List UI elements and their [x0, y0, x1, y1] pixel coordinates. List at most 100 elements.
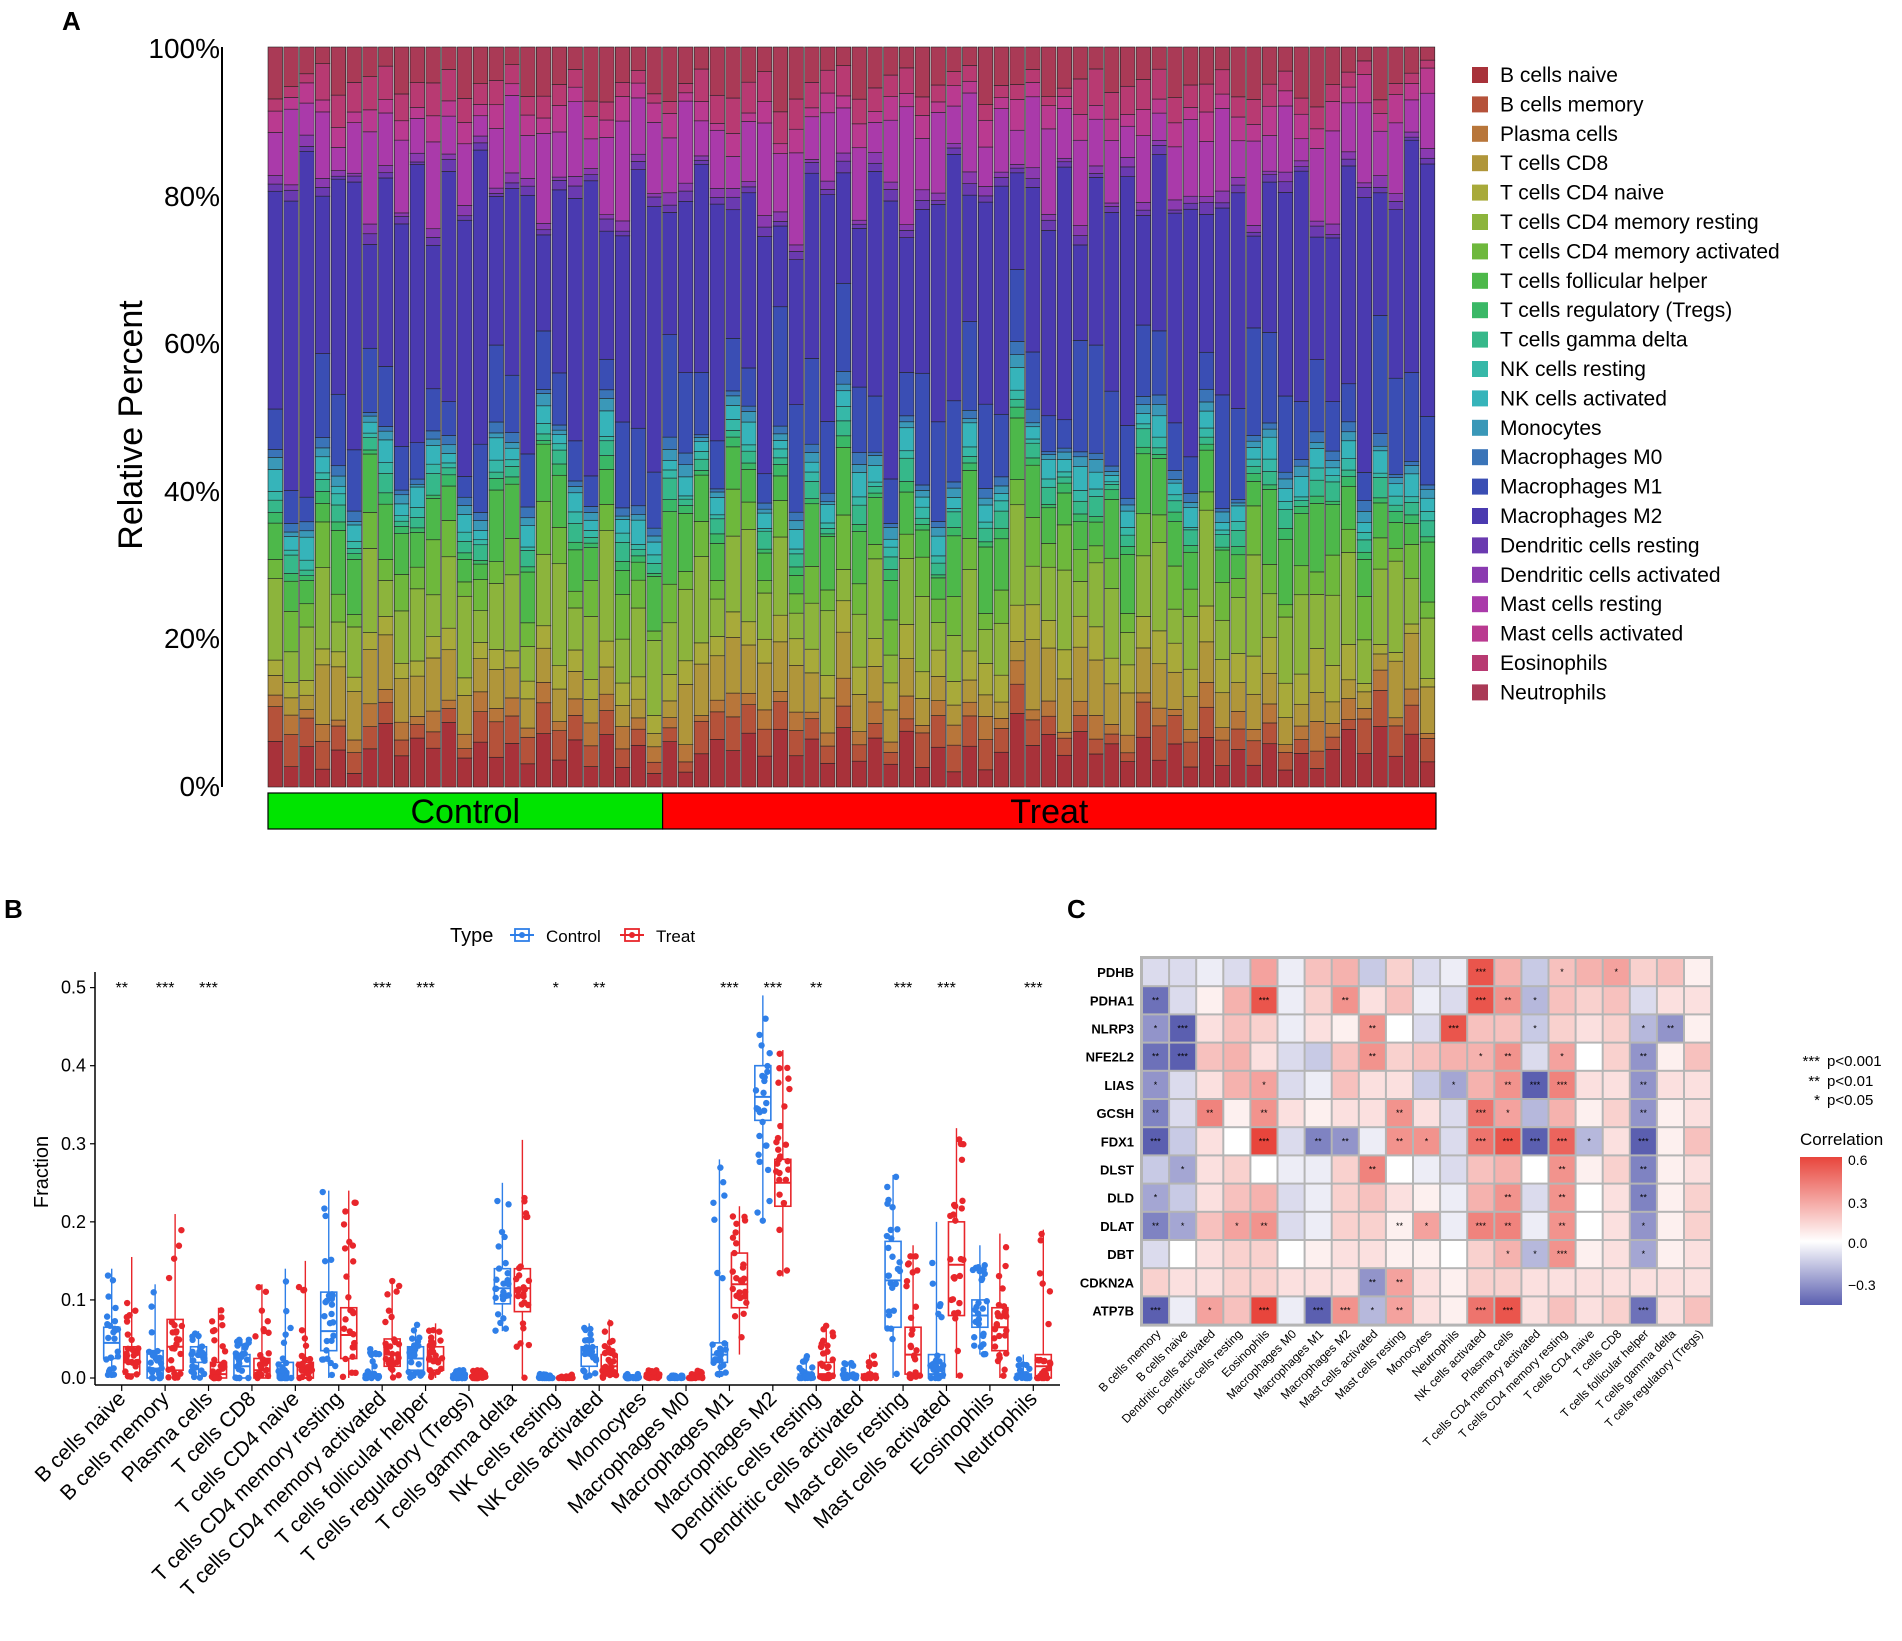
- bar-segment: [346, 175, 362, 183]
- heatmap-cell-fill: [1522, 1015, 1548, 1042]
- bar-segment: [788, 665, 804, 713]
- bar-segment: [741, 192, 757, 369]
- bar-segment: [772, 425, 788, 435]
- stacked-bar: [1135, 46, 1151, 788]
- bar-segment: [788, 730, 804, 757]
- bar-segment: [267, 449, 283, 458]
- heatmap-cell-fill: [1414, 959, 1440, 986]
- bar-segment: [614, 705, 631, 727]
- bar-segment: [1356, 472, 1372, 501]
- heatmap-cell: **: [1630, 1100, 1656, 1127]
- heatmap-star: **: [1396, 1136, 1404, 1146]
- bar-segment: [1419, 416, 1436, 486]
- bar-segment: [267, 499, 283, 513]
- bar-segment: [899, 718, 915, 732]
- data-point: [190, 1357, 197, 1364]
- heatmap-star: ***: [1530, 1080, 1541, 1090]
- bar-segment: [741, 112, 757, 122]
- heatmap-cell: [1603, 1156, 1629, 1183]
- bar-segment: [1341, 440, 1357, 459]
- bar-segment: [1072, 615, 1088, 648]
- bar-segment: [1388, 193, 1404, 202]
- heatmap-cell: [1414, 1015, 1440, 1042]
- stacked-bar: [536, 46, 552, 788]
- bar-segment: [693, 155, 710, 161]
- data-point: [219, 1321, 226, 1329]
- bar-segment: [1072, 521, 1088, 550]
- heatmap-cell: [1332, 1269, 1358, 1296]
- bar-segment: [1120, 632, 1136, 666]
- heatmap-cell-fill: [1657, 1184, 1683, 1211]
- bar-segment: [1183, 202, 1199, 210]
- data-point: [775, 1079, 782, 1086]
- bar-segment: [1246, 764, 1262, 788]
- bar-segment: [457, 733, 473, 749]
- bar-segment: [1041, 504, 1057, 509]
- bar-segment: [1072, 235, 1088, 246]
- row-label: ATP7B: [1092, 1304, 1134, 1319]
- heatmap-star: *: [1642, 1249, 1646, 1259]
- bar-segment: [441, 100, 457, 117]
- heatmap-cell-fill: [1305, 1128, 1331, 1155]
- bar-segment: [867, 111, 883, 123]
- legend-item: B cells naive: [1472, 64, 1618, 87]
- data-point: [1002, 1306, 1009, 1314]
- bar-segment: [267, 522, 283, 560]
- y-tick-label: 0.5: [61, 978, 86, 998]
- bar-segment: [378, 616, 394, 636]
- data-point: [308, 1366, 316, 1374]
- heatmap-cell: [1441, 1184, 1467, 1211]
- box-control: [709, 1159, 729, 1378]
- data-point: [367, 1373, 374, 1381]
- heatmap-cell: **: [1386, 1100, 1412, 1127]
- bar-segment: [457, 205, 473, 217]
- heatmap-cell: [1576, 1297, 1602, 1324]
- bar-segment: [899, 457, 915, 482]
- bar-segment: [346, 614, 362, 628]
- heatmap-star: ***: [1475, 1221, 1486, 1231]
- bar-segment: [346, 548, 362, 554]
- bar-segment: [977, 739, 994, 771]
- bar-segment: [662, 436, 678, 450]
- bar-segment: [930, 192, 946, 201]
- heatmap-cell-fill: [1603, 1297, 1629, 1324]
- bar-segment: [867, 737, 883, 788]
- heatmap-cell-fill: [1359, 959, 1385, 986]
- bar-segment: [1388, 511, 1404, 523]
- bar-segment: [393, 721, 410, 741]
- bar-segment: [583, 180, 599, 477]
- bar-segment: [378, 462, 394, 474]
- bar-segment: [646, 576, 662, 632]
- data-point: [177, 1350, 184, 1358]
- bar-segment: [536, 389, 552, 394]
- bar-segment: [504, 374, 520, 433]
- bar-segment: [1230, 46, 1246, 98]
- data-point: [298, 1327, 306, 1334]
- box-control: [969, 1245, 991, 1358]
- heatmap-star: **: [1504, 1193, 1512, 1203]
- bar-segment: [962, 470, 978, 539]
- data-point: [521, 1374, 528, 1381]
- heatmap-cell-fill: [1549, 959, 1575, 986]
- box-control: [232, 1336, 253, 1382]
- bar-segment: [536, 229, 552, 236]
- heatmap-cell-fill: [1143, 1043, 1169, 1070]
- bar-segment: [551, 563, 567, 667]
- heatmap-cell: [1603, 1269, 1629, 1296]
- heatmap-cell-fill: [1305, 1156, 1331, 1183]
- stacked-bar: [346, 46, 362, 788]
- heatmap-cell: [1522, 1043, 1548, 1070]
- bar-segment: [693, 753, 710, 788]
- bar-segment: [362, 432, 378, 438]
- bar-segment: [457, 559, 473, 583]
- bar-segment: [772, 448, 788, 459]
- heatmap-cell: ***: [1468, 1100, 1494, 1127]
- heatmap-cell-fill: [1414, 1184, 1440, 1211]
- box-treat: [1033, 1229, 1054, 1382]
- data-point: [295, 1283, 303, 1291]
- bar-segment: [1404, 372, 1420, 462]
- bar-segment: [362, 412, 378, 417]
- bar-segment: [1167, 97, 1183, 124]
- bar-segment: [1072, 581, 1088, 617]
- data-point: [826, 1374, 833, 1381]
